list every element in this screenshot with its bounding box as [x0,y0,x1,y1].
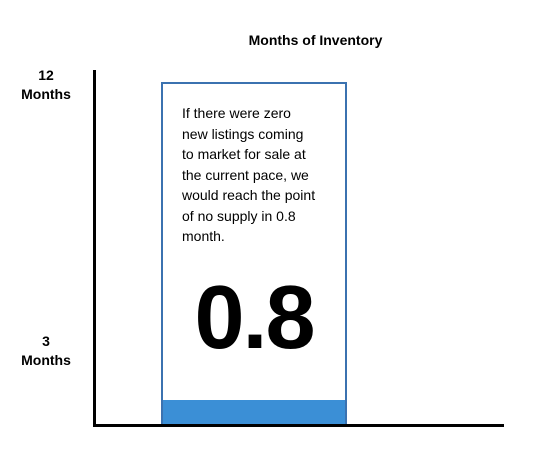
y-tick-label-3: 3 Months [16,332,76,370]
y-tick-label-12: 12 Months [16,66,76,104]
y-tick-unit: Months [21,86,71,102]
annotation-line: If there were zero [182,105,291,121]
x-axis-line [93,424,504,427]
data-bar [163,400,345,424]
annotation-line: new listings coming [182,125,304,142]
y-tick-unit: Months [21,352,71,368]
annotation-line: the current pace, we [182,166,309,183]
y-axis-line [93,70,96,427]
y-tick-value: 3 [42,333,50,349]
annotation-text: If there were zero new listings coming t… [182,103,342,247]
chart-title: Months of Inventory [248,32,383,48]
y-tick-value: 12 [38,67,54,83]
annotation-line: month. [182,228,225,244]
annotation-line: would reach the point [182,187,316,203]
bar-value-label: 0.8 [194,268,315,368]
bar-callout-box: If there were zero new listings coming t… [161,82,347,426]
annotation-line: to market for sale at [182,146,306,162]
annotation-line: of no supply in 0.8 [182,207,296,224]
